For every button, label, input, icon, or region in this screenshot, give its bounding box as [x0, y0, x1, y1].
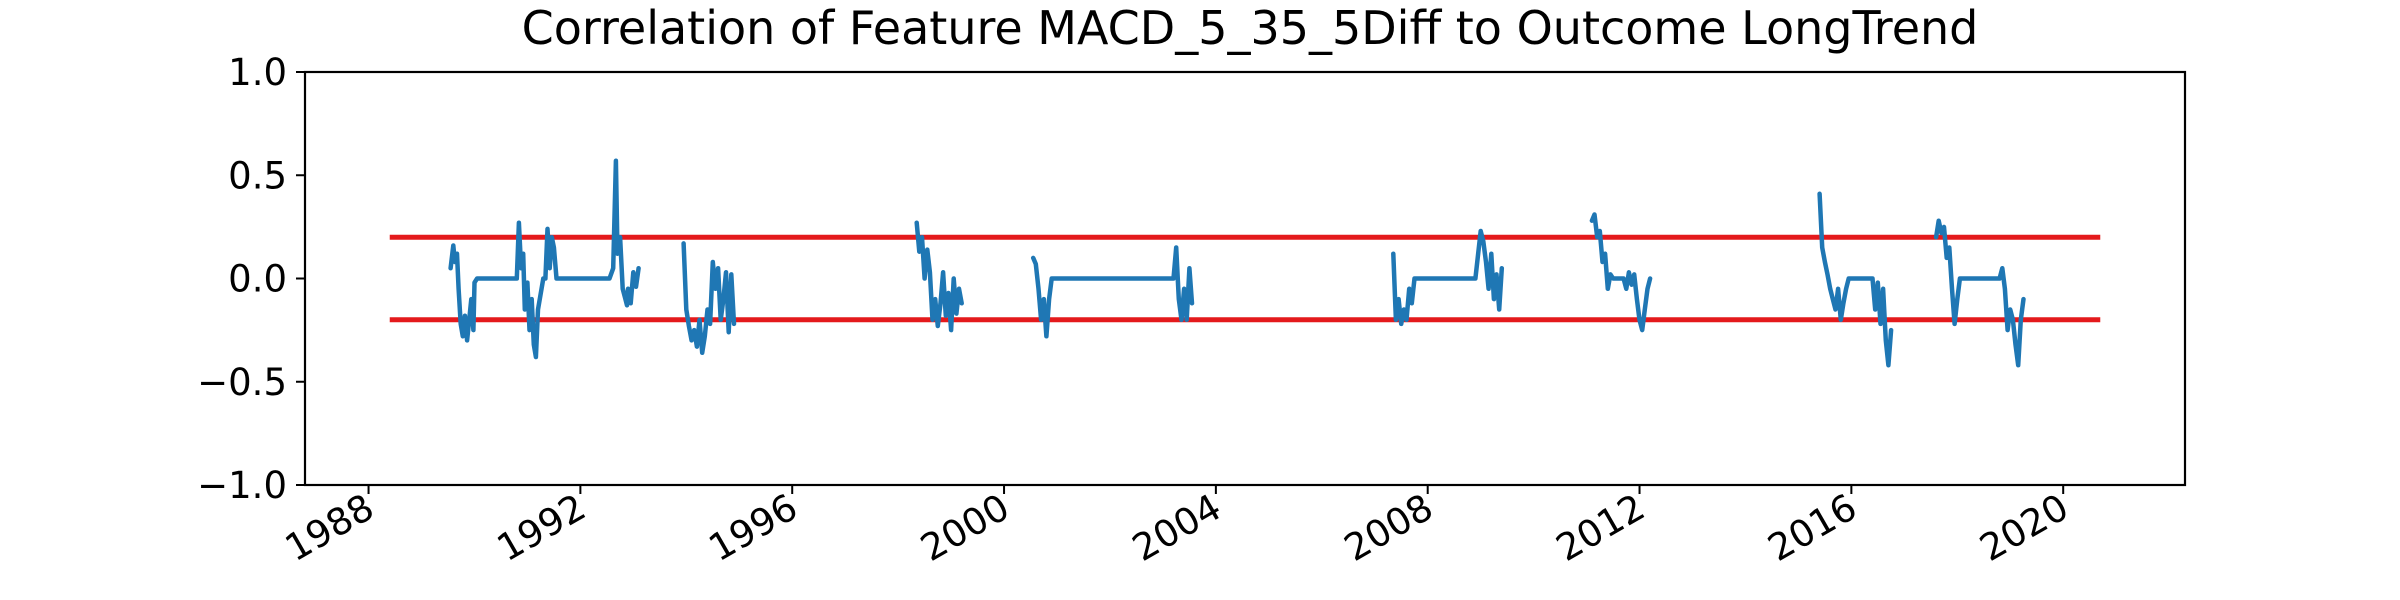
y-tick-label: 0.0: [228, 258, 287, 301]
x-tick-label: 2016: [1761, 486, 1864, 570]
x-tick-label: 2000: [913, 486, 1016, 570]
plot-area: [389, 158, 2101, 368]
series-segment-8: [1933, 218, 2026, 368]
series-segment-3: [914, 220, 964, 333]
series-segment-7: [1817, 191, 1894, 368]
chart-title: Correlation of Feature MACD_5_35_5Diff t…: [522, 1, 1979, 55]
series-segment-6: [1589, 212, 1653, 333]
x-tick-label: 1988: [278, 486, 381, 570]
series-segment-4: [1030, 245, 1195, 339]
series-segment-1: [448, 158, 641, 360]
x-tick-label: 2020: [1973, 486, 2076, 570]
y-axis: 1.0 0.5 0.0 −0.5 −1.0: [197, 51, 305, 507]
x-tick-label: 1992: [490, 486, 593, 570]
series-segment-5: [1391, 228, 1505, 327]
y-tick-label: −1.0: [197, 464, 287, 507]
x-tick-label: 1996: [702, 486, 805, 570]
x-tick-label: 2008: [1337, 486, 1440, 570]
series-segment-2: [681, 241, 737, 356]
x-axis: 1988 1992 1996 2000 2004 2008 2012 2016 2020: [278, 485, 2076, 570]
x-tick-label: 2012: [1549, 486, 1652, 570]
y-tick-label: −0.5: [197, 361, 287, 404]
y-tick-label: 1.0: [228, 51, 287, 94]
y-tick-label: 0.5: [228, 154, 287, 197]
x-tick-label: 2004: [1125, 486, 1228, 570]
